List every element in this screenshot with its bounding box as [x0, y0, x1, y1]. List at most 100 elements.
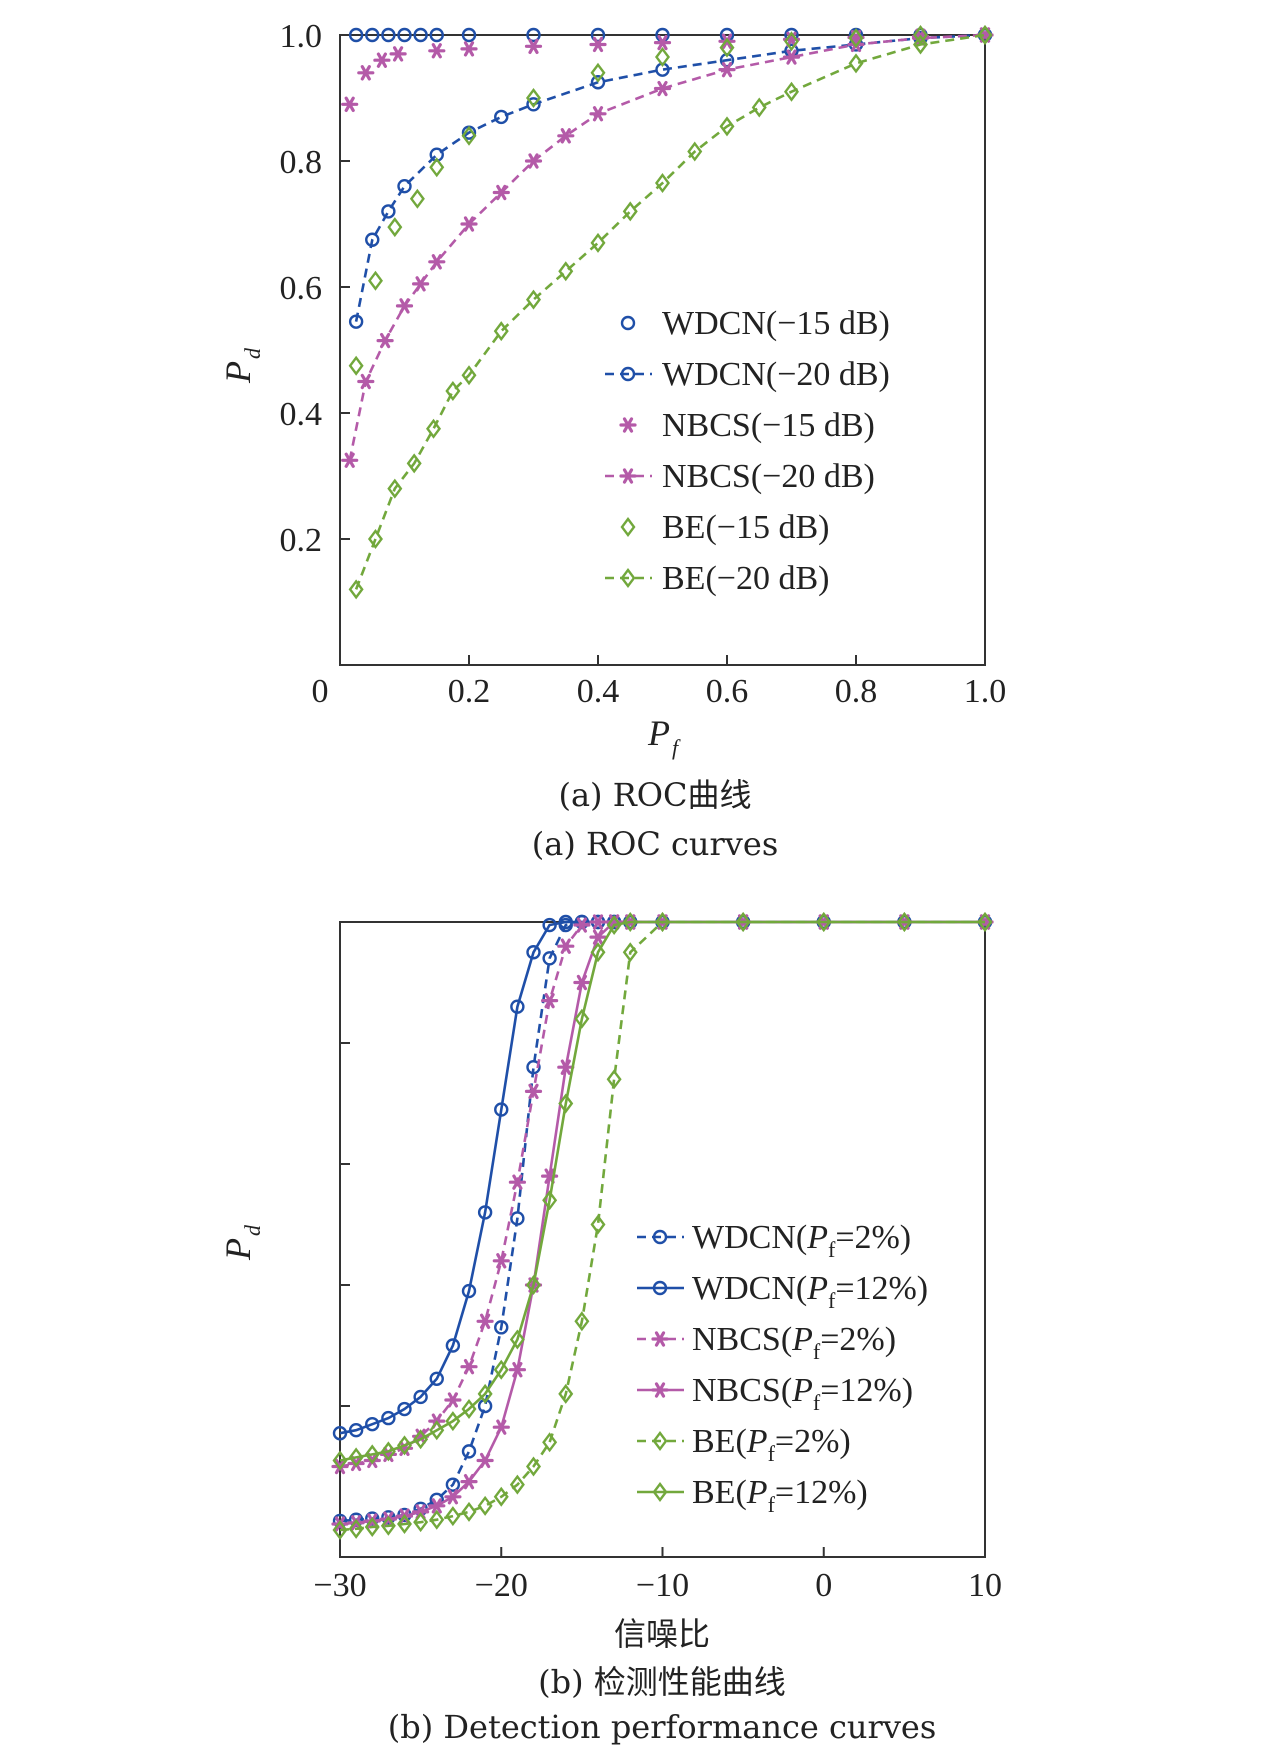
data-point — [376, 332, 394, 349]
data-point — [380, 1515, 396, 1536]
x-tick-label: 0.8 — [835, 673, 878, 710]
data-point — [461, 365, 477, 386]
data-point — [493, 321, 509, 342]
data-point — [348, 314, 364, 329]
data-point — [397, 1513, 412, 1534]
data-point — [460, 1474, 478, 1490]
data-point — [413, 27, 428, 43]
data-point — [380, 1441, 396, 1462]
data-point — [508, 1174, 526, 1190]
data-point — [848, 28, 864, 49]
data-point — [413, 1512, 429, 1533]
data-point — [429, 1509, 445, 1530]
data-point — [590, 62, 606, 83]
data-point — [510, 1211, 525, 1226]
data-point — [558, 914, 573, 930]
data-point — [428, 43, 446, 59]
detection-caption-cn: (b) 检测性能曲线 — [538, 1663, 786, 1701]
data-point — [573, 974, 591, 991]
data-point — [332, 1450, 348, 1471]
data-point — [429, 1420, 445, 1441]
legend-marker — [620, 568, 636, 588]
data-point — [526, 945, 541, 960]
data-point — [977, 912, 993, 932]
detection-x-axis-label: 信噪比 — [614, 1615, 710, 1653]
y-tick-label: 0.8 — [280, 144, 323, 181]
legend-marker — [620, 517, 636, 537]
data-point — [718, 33, 736, 49]
data-point — [977, 25, 993, 45]
detection-legend: WDCN(Pf=2%) WDCN(Pf=12%) NBCS(Pf=2%) NBCS(P… — [637, 1219, 928, 1517]
legend-item: NBCS(Pf=12%) — [637, 1372, 913, 1415]
data-point — [735, 912, 751, 932]
data-point — [622, 912, 638, 932]
data-point — [493, 1359, 509, 1380]
detection-y-axis-label: Pd — [218, 1224, 265, 1261]
data-point — [526, 1456, 541, 1477]
data-point — [389, 46, 407, 62]
roc-ticks: 0 0.2 0.4 0.6 0.8 1.0 0.2 0.4 0.6 0.8 1.0 — [280, 18, 1007, 710]
legend-item: BE(Pf=2%) — [637, 1423, 851, 1466]
data-point — [387, 217, 403, 238]
data-point — [526, 97, 541, 112]
data-point — [557, 938, 575, 954]
detection-ticks: −30 −20 −10 0 10 — [313, 1042, 1002, 1604]
roc-x-axis-label: Pf — [647, 713, 681, 760]
data-point — [558, 1093, 574, 1114]
series-1 — [332, 914, 993, 1441]
legend-marker — [620, 366, 636, 382]
legend-marker — [619, 417, 637, 433]
series-line — [354, 33, 986, 322]
data-point — [477, 1205, 493, 1220]
data-point — [622, 942, 638, 963]
data-point — [445, 1338, 461, 1353]
data-point — [381, 204, 396, 219]
data-point — [606, 1069, 622, 1090]
data-point — [590, 27, 606, 43]
data-point — [332, 1520, 348, 1541]
data-point — [461, 1501, 477, 1522]
data-point — [348, 1422, 364, 1438]
data-point — [461, 125, 477, 146]
legend-label: NBCS(−20 dB) — [662, 458, 875, 495]
data-point — [653, 34, 672, 51]
legend-item: BE(−15 dB) — [620, 509, 829, 546]
data-point — [379, 1511, 397, 1527]
data-point — [397, 178, 412, 194]
data-point — [332, 1426, 348, 1441]
data-point — [509, 1474, 525, 1495]
detection-chart: −30 −20 −10 0 10 WDCN(Pf=2%) WDCN(Pf=12%) NBCS… — [218, 912, 1002, 1746]
legend-label: WDCN(Pf=12%) — [692, 1270, 928, 1313]
data-point — [413, 1389, 428, 1405]
legend-label: BE(Pf=12%) — [692, 1474, 868, 1517]
x-tick-label: 0 — [815, 1567, 832, 1604]
data-point — [347, 1515, 365, 1531]
data-point — [348, 27, 364, 43]
data-point — [751, 97, 767, 118]
data-point — [444, 1392, 462, 1408]
data-point — [445, 380, 461, 401]
data-point — [574, 1311, 590, 1332]
data-point — [347, 1455, 365, 1472]
y-tick-label: 1.0 — [280, 18, 323, 55]
data-point — [367, 270, 383, 291]
series-3 — [341, 27, 994, 468]
roc-plot-frame — [339, 34, 986, 666]
data-point — [348, 355, 364, 376]
x-tick-label: 0 — [312, 673, 329, 710]
series-line — [339, 920, 985, 1462]
data-point — [461, 1283, 477, 1299]
data-point — [387, 478, 403, 499]
data-point — [445, 1411, 461, 1432]
legend-label: NBCS(Pf=12%) — [692, 1372, 913, 1415]
legend-label: BE(−20 dB) — [662, 560, 829, 597]
legend-marker — [651, 1331, 669, 1347]
data-point — [510, 999, 525, 1014]
data-point — [558, 261, 574, 282]
data-point — [848, 53, 864, 74]
series-5 — [348, 25, 993, 600]
data-point — [589, 36, 607, 53]
data-point — [590, 232, 606, 253]
data-point — [429, 27, 444, 43]
legend-marker — [652, 1229, 668, 1245]
